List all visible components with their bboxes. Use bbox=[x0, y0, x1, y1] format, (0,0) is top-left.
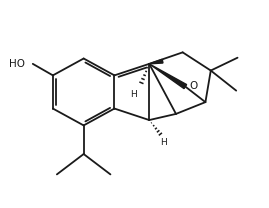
Text: H: H bbox=[130, 90, 137, 99]
Polygon shape bbox=[149, 59, 163, 64]
Text: H: H bbox=[161, 138, 167, 147]
Text: HO: HO bbox=[9, 59, 25, 69]
Polygon shape bbox=[149, 64, 187, 89]
Text: O: O bbox=[189, 80, 197, 90]
